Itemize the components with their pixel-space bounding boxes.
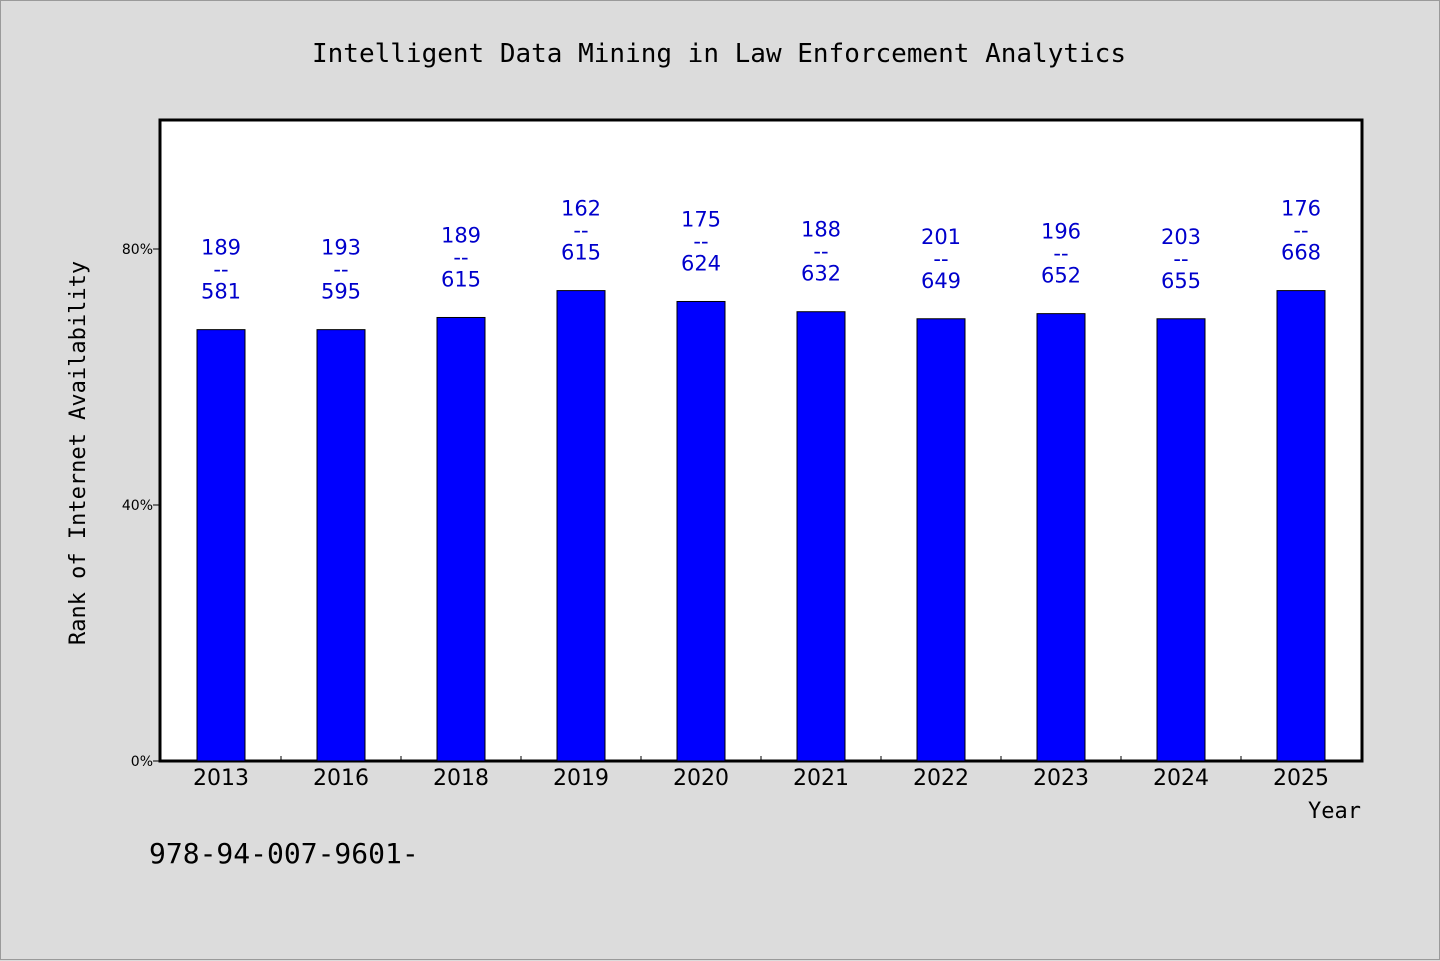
value-label-top-2024: 203 [1161, 225, 1201, 249]
x-tick-label-2016: 2016 [313, 766, 369, 791]
value-label-bottom-2020: 624 [681, 251, 721, 275]
value-label-top-2022: 201 [921, 225, 961, 249]
value-label-top-2021: 188 [801, 218, 841, 242]
value-label-separator-2023: -- [1053, 242, 1068, 266]
bar-2021 [796, 311, 846, 762]
x-axis-tick-labels: 2013 2016 2018 2019 2020 2021 2022 2023 2024 2025 [193, 766, 1329, 791]
value-label-bottom-2024: 655 [1161, 269, 1201, 293]
x-tick-label-2021: 2021 [793, 766, 849, 791]
x-tick-label-2024: 2024 [1153, 766, 1209, 791]
value-label-top-2013: 189 [201, 236, 241, 260]
y-tick-label-40: 40% [122, 498, 153, 514]
bars-group [196, 290, 1326, 762]
value-label-bottom-2021: 632 [801, 262, 841, 286]
value-label-top-2023: 196 [1041, 220, 1081, 244]
value-label-bottom-2023: 652 [1041, 264, 1081, 288]
bar-2020 [676, 300, 726, 762]
bar-2018 [436, 316, 486, 762]
x-tick-label-2022: 2022 [913, 766, 969, 791]
bar-2016 [316, 329, 366, 762]
x-tick-label-2019: 2019 [553, 766, 609, 791]
value-labels-group: 189--581193--595189--615162--615175--624… [201, 197, 1321, 304]
value-label-top-2019: 162 [561, 197, 601, 221]
x-tick-label-2018: 2018 [433, 766, 489, 791]
value-label-separator-2024: -- [1173, 247, 1188, 271]
bar-2025 [1276, 290, 1326, 762]
x-axis-label: Year [1308, 799, 1361, 824]
value-label-separator-2025: -- [1293, 219, 1308, 243]
chart-title: Intelligent Data Mining in Law Enforceme… [312, 39, 1126, 69]
y-axis-label: Rank of Internet Availability [66, 261, 91, 645]
value-label-top-2020: 175 [681, 207, 721, 231]
value-label-top-2016: 193 [321, 236, 361, 260]
value-label-top-2025: 176 [1281, 197, 1321, 221]
value-label-top-2018: 189 [441, 223, 481, 247]
value-label-separator-2016: -- [333, 258, 348, 282]
value-label-bottom-2025: 668 [1281, 241, 1321, 265]
y-tick-label-80: 80% [122, 242, 153, 258]
x-tick-label-2013: 2013 [193, 766, 249, 791]
value-label-bottom-2013: 581 [201, 280, 241, 304]
x-tick-label-2025: 2025 [1273, 766, 1329, 791]
x-tick-label-2023: 2023 [1033, 766, 1089, 791]
value-label-bottom-2019: 615 [561, 241, 601, 265]
value-label-separator-2021: -- [813, 240, 828, 264]
y-axis-ticks: 0% 40% 80% [122, 242, 161, 770]
value-label-bottom-2018: 615 [441, 267, 481, 291]
value-label-separator-2018: -- [453, 245, 468, 269]
value-label-bottom-2022: 649 [921, 269, 961, 293]
bar-2019 [556, 290, 606, 762]
bar-2022 [916, 318, 966, 762]
bar-2023 [1036, 313, 1086, 762]
y-tick-label-0: 0% [131, 754, 153, 770]
value-label-separator-2019: -- [573, 219, 588, 243]
value-label-separator-2020: -- [693, 229, 708, 253]
x-tick-label-2020: 2020 [673, 766, 729, 791]
x-axis-ticks [280, 756, 1242, 761]
value-label-bottom-2016: 595 [321, 280, 361, 304]
footnote-text: 978-94-007-9601- [149, 837, 419, 870]
bar-2013 [196, 329, 246, 762]
value-label-separator-2022: -- [933, 247, 948, 271]
value-label-separator-2013: -- [213, 258, 228, 282]
bar-2024 [1156, 318, 1206, 762]
